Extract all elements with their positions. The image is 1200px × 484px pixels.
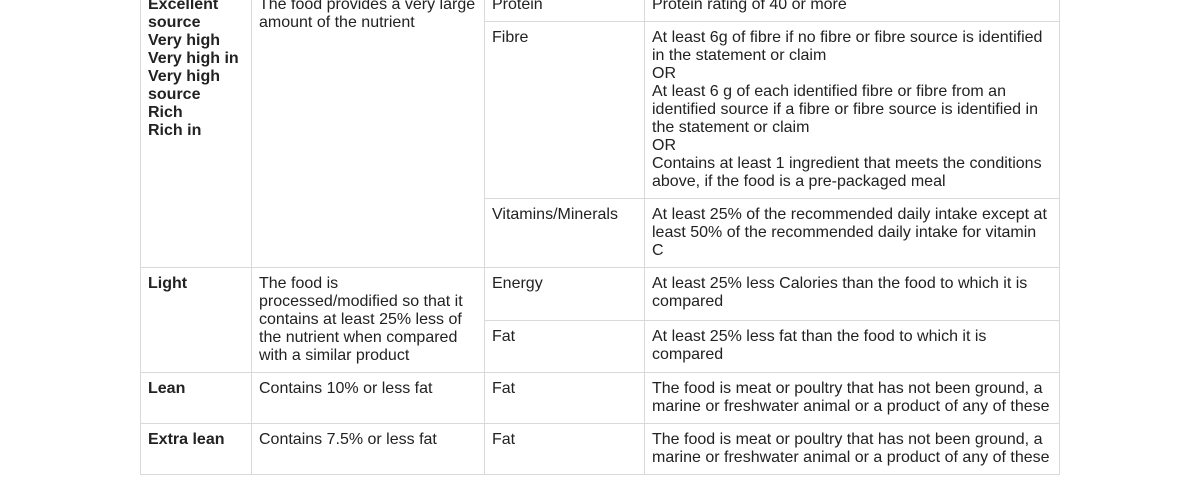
table-row: Excellent source Very high Very high in … (140, 0, 1060, 268)
table-row: Lean Contains 10% or less fat Fat The fo… (140, 372, 1060, 424)
claim-term: Very high (148, 68, 221, 85)
claim-term: Very high in (148, 50, 239, 67)
meaning-cell: The food is processed/modified so that i… (251, 267, 485, 373)
condition-cell: The food is meat or poultry that has not… (644, 423, 1060, 475)
nutrient-cell: Protein (484, 0, 645, 22)
nutrient-cell: Vitamins/Minerals (484, 198, 645, 268)
table-row: Fibre At least 6g of fibre if no fibre o… (141, 21, 1060, 199)
condition-cell: Protein rating of 40 or more (644, 0, 1060, 22)
claim-cell: Light (140, 267, 252, 373)
claim-term: source (148, 86, 201, 103)
claim-cell: Excellent source Very high Very high in … (140, 0, 252, 268)
condition-cell: At least 25% less fat than the food to w… (644, 319, 1060, 373)
condition-or: OR (652, 65, 676, 82)
claim-cell: Extra lean (140, 423, 252, 475)
claim-term: source (148, 14, 201, 31)
nutrient-claims-table: Excellent source Very high Very high in … (140, 0, 1060, 475)
condition-text: At least 6 g of each identified fibre or… (652, 83, 1038, 136)
condition-cell: The food is meat or poultry that has not… (644, 372, 1060, 424)
claim-term: Extra lean (148, 431, 225, 448)
nutrient-cell: Fat (484, 423, 645, 475)
condition-text: At least 25% less fat than the food to w… (652, 327, 987, 363)
table-row: Light The food is processed/modified so … (140, 267, 1060, 373)
table-row: Extra lean Contains 7.5% or less fat Fat… (140, 423, 1060, 475)
claim-term: Rich in (148, 122, 202, 139)
claim-term: Light (148, 275, 188, 292)
claim-cell: Lean (140, 372, 252, 424)
nutrient-cell: Fat (484, 372, 645, 424)
meaning-cell: Contains 10% or less fat (251, 372, 485, 424)
condition-text: Protein rating of 40 or more (652, 0, 847, 13)
nutrient-cell: Fat (484, 319, 645, 373)
condition-text: The food is meat or poultry that has not… (652, 380, 1050, 415)
meaning-cell: Contains 7.5% or less fat (251, 423, 485, 475)
condition-text: At least 6g of fibre if no fibre or fibr… (652, 29, 1043, 64)
condition-cell: At least 25% less Calories than the food… (644, 267, 1060, 321)
condition-text: At least 25% less Calories than the food… (652, 275, 1028, 310)
condition-text: The food is meat or poultry that has not… (652, 431, 1050, 466)
condition-cell: At least 6g of fibre if no fibre or fibr… (644, 21, 1060, 199)
claim-term: Rich (148, 104, 183, 121)
claim-term: Excellent (148, 0, 219, 13)
condition-text: At least 25% of the recommended daily in… (652, 206, 1047, 259)
condition-text: Contains at least 1 ingredient that meet… (652, 155, 1042, 190)
nutrient-cell: Energy (484, 267, 645, 321)
table-row: Fat At least 25% less fat than the food … (141, 319, 1060, 373)
nutrient-cell: Fibre (484, 21, 645, 199)
claim-term: Very high (148, 32, 221, 49)
table-row: Vitamins/Minerals At least 25% of the re… (141, 198, 1060, 268)
meaning-cell: The food provides a very large amount of… (251, 0, 485, 268)
condition-or: OR (652, 137, 676, 154)
condition-cell: At least 25% of the recommended daily in… (644, 198, 1060, 268)
claim-term: Lean (148, 380, 186, 397)
